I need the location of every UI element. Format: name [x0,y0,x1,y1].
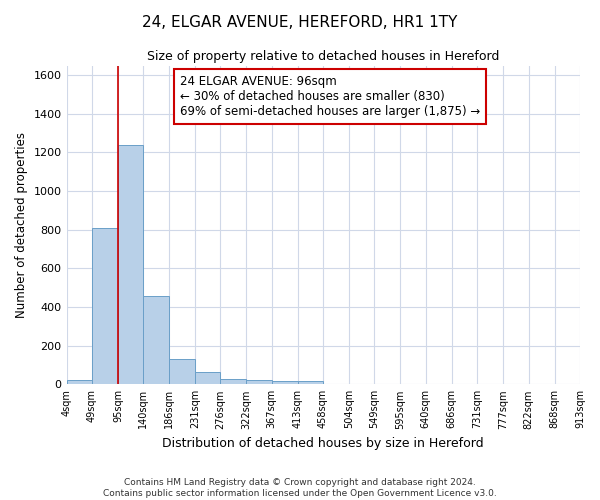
Bar [118,145,143,384]
Bar [272,382,298,384]
Text: 24, ELGAR AVENUE, HEREFORD, HR1 1TY: 24, ELGAR AVENUE, HEREFORD, HR1 1TY [142,15,458,30]
Bar [298,382,323,384]
Y-axis label: Number of detached properties: Number of detached properties [15,132,28,318]
Bar [92,228,118,384]
Text: 24 ELGAR AVENUE: 96sqm
← 30% of detached houses are smaller (830)
69% of semi-de: 24 ELGAR AVENUE: 96sqm ← 30% of detached… [179,75,480,118]
Text: Contains HM Land Registry data © Crown copyright and database right 2024.
Contai: Contains HM Land Registry data © Crown c… [103,478,497,498]
Title: Size of property relative to detached houses in Hereford: Size of property relative to detached ho… [147,50,499,63]
Bar [143,296,169,384]
Bar [169,359,195,384]
Bar [220,380,246,384]
Bar [246,380,272,384]
Bar [195,372,220,384]
X-axis label: Distribution of detached houses by size in Hereford: Distribution of detached houses by size … [163,437,484,450]
Bar [67,380,92,384]
